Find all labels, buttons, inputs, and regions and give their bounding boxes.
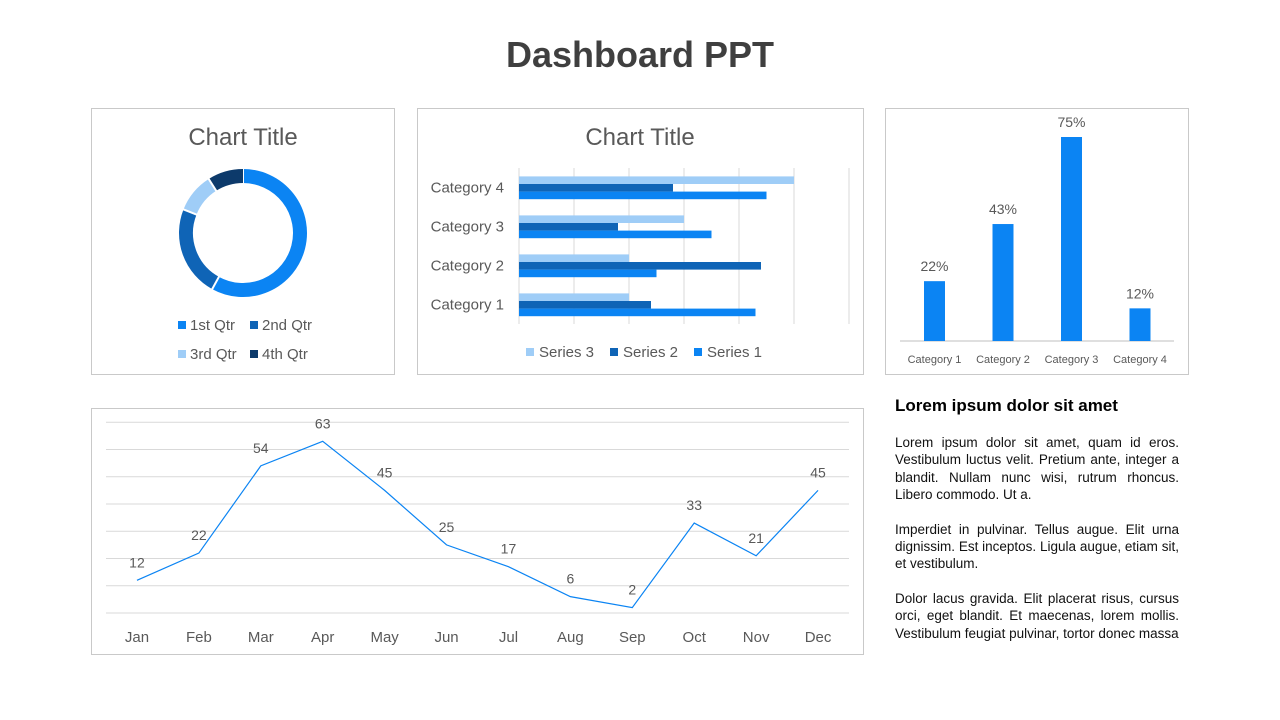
column-bar — [1129, 308, 1151, 341]
legend-swatch — [178, 321, 186, 329]
legend-swatch — [178, 350, 186, 358]
bar — [519, 223, 618, 231]
month-label: May — [370, 629, 399, 646]
data-label: 25 — [439, 519, 455, 535]
legend-swatch — [694, 348, 702, 356]
category-label: Category 2 — [976, 354, 1030, 366]
data-label: 2 — [628, 582, 636, 598]
column-bar — [924, 281, 945, 341]
data-label: 54 — [253, 440, 269, 456]
bar — [519, 230, 712, 239]
line-series — [136, 440, 819, 609]
donut-slice-separator — [207, 177, 218, 193]
category-label: Category 2 — [431, 258, 504, 275]
bar — [519, 301, 651, 309]
donut-slice — [183, 178, 217, 215]
bar — [519, 293, 629, 301]
data-label: 22 — [191, 527, 207, 543]
bar — [519, 184, 673, 192]
legend-swatch — [526, 348, 534, 356]
hbar-chart-panel: Chart Title Category 1 Category 2 Category … — [417, 108, 864, 375]
donut-slice — [179, 209, 220, 290]
donut-slice-separator — [182, 208, 198, 216]
side-heading: Lorem ipsum dolor sit amet — [895, 396, 1118, 415]
month-label: Jan — [125, 629, 149, 646]
column-bar — [992, 224, 1014, 341]
data-label: 22% — [920, 258, 948, 274]
data-label: 63 — [315, 415, 331, 431]
bar — [519, 176, 794, 184]
donut-slice — [212, 169, 307, 297]
legend-label: Series 2 — [623, 344, 678, 361]
legend-swatch — [250, 350, 258, 358]
month-label: Dec — [805, 629, 832, 646]
category-label: Category 4 — [431, 180, 504, 197]
month-label: Feb — [186, 629, 212, 646]
month-label: Nov — [743, 629, 770, 646]
legend-swatch — [250, 321, 258, 329]
data-label: 43% — [989, 201, 1017, 217]
month-label: Apr — [311, 629, 334, 646]
donut-slice-separator — [210, 275, 221, 291]
month-label: Oct — [683, 629, 707, 646]
line-chart: 12 Jan 22 Feb 54 Mar 63 Apr 45 May 25 Jun 17 Jul 6 Aug 2… — [106, 415, 849, 646]
column-chart-panel: 22% Category 1 43% Category 2 75% Category 3 1… — [885, 108, 1189, 375]
side-text-block: Lorem ipsum dolor sit amet Lorem ipsum d… — [895, 396, 1179, 659]
bar — [519, 308, 756, 317]
month-label: Mar — [248, 629, 274, 646]
category-label: Category 1 — [908, 354, 962, 366]
chart-title: Chart Title — [188, 124, 297, 151]
donut-chart: Chart Title 1st Qtr 2nd Qtr 3rd Qtr 4th Qtr — [178, 124, 312, 363]
month-label: Jul — [499, 629, 518, 646]
column-chart: 22% Category 1 43% Category 2 75% Category 3 1… — [900, 114, 1174, 366]
bar — [519, 254, 629, 262]
data-label: 12 — [129, 554, 145, 570]
data-label: 33 — [686, 497, 702, 513]
category-label: Category 4 — [1113, 354, 1167, 366]
category-label: Category 3 — [1045, 354, 1099, 366]
legend-label: Series 3 — [539, 344, 594, 361]
bar — [519, 215, 684, 223]
bar — [519, 191, 767, 200]
chart-title: Chart Title — [585, 124, 694, 151]
legend-label: 2nd Qtr — [262, 317, 312, 334]
data-label: 21 — [748, 530, 764, 546]
side-paragraph-1: Lorem ipsum dolor sit amet, quam id eros… — [895, 435, 1179, 503]
data-label: 45 — [810, 464, 826, 480]
category-label: Category 3 — [431, 219, 504, 236]
side-paragraph-3: Dolor lacus gravida. Elit placerat risus… — [895, 590, 1179, 641]
bar — [519, 269, 657, 278]
column-bar — [1061, 137, 1082, 341]
donut-slice — [208, 169, 244, 191]
month-label: Aug — [557, 629, 584, 646]
side-paragraph-2: Imperdiet in pulvinar. Tellus augue. Eli… — [895, 521, 1179, 572]
data-label: 45 — [377, 464, 393, 480]
data-label: 17 — [501, 541, 517, 557]
month-label: Sep — [619, 629, 646, 646]
legend-label: Series 1 — [707, 344, 762, 361]
bar — [519, 262, 761, 270]
month-label: Jun — [434, 629, 458, 646]
line-chart-panel: 12 Jan 22 Feb 54 Mar 63 Apr 45 May 25 Jun 17 Jul 6 Aug 2… — [91, 408, 864, 655]
donut-chart-panel: Chart Title 1st Qtr 2nd Qtr 3rd Qtr 4th Qtr — [91, 108, 395, 375]
data-label: 12% — [1126, 285, 1154, 301]
legend-label: 3rd Qtr — [190, 346, 237, 363]
page-title: Dashboard PPT — [505, 34, 775, 75]
category-label: Category 1 — [431, 297, 504, 314]
data-label: 6 — [566, 571, 574, 587]
legend-swatch — [610, 348, 618, 356]
legend-label: 4th Qtr — [262, 346, 308, 363]
data-label: 75% — [1057, 114, 1085, 130]
horizontal-bar-chart: Chart Title Category 1 Category 2 Category … — [431, 124, 850, 361]
legend-label: 1st Qtr — [190, 317, 235, 334]
